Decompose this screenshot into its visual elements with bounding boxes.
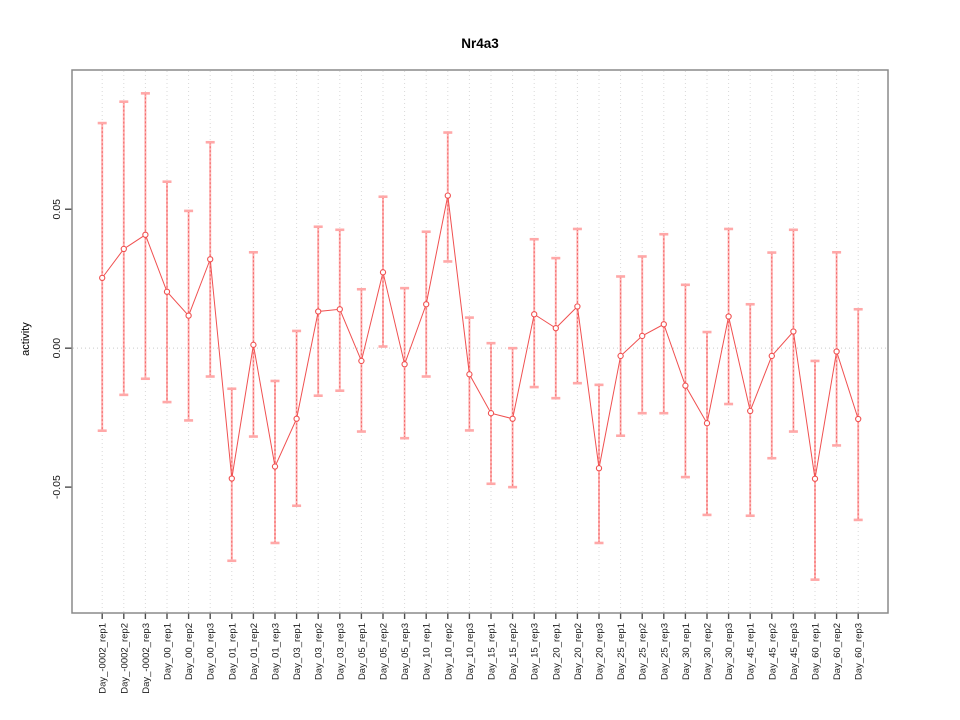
x-tick-label: Day_30_rep3 [724,623,735,680]
x-tick-label: Day_45_rep1 [746,623,757,680]
data-point [379,269,387,276]
x-tick-label: Day_20_rep3 [595,623,606,680]
x-tick-label: Day_00_rep1 [163,623,174,680]
data-point [293,415,300,422]
data-point [768,352,775,360]
x-tick-label: Day_01_rep3 [271,623,282,680]
plot-border [71,69,889,614]
x-tick-label: Day_20_rep1 [551,623,562,680]
x-tick-label: Day_10_rep2 [443,623,454,680]
data-point [228,475,235,482]
chart-title: Nr4a3 [461,36,499,51]
x-tick-label: Day_60_rep3 [854,623,865,680]
x-tick-label: Day_25_rep2 [638,623,649,680]
data-point [855,415,862,423]
x-tick-label: Day_10_rep1 [422,623,433,680]
data-point [142,231,149,238]
x-tick-label: Day_30_rep1 [681,623,692,680]
data-point [703,420,711,427]
x-tick-label: Day_10_rep3 [465,623,476,680]
x-tick-label: Day_25_rep1 [616,623,627,680]
data-point [617,352,624,360]
data-point [358,357,365,365]
data-point [747,407,754,415]
x-tick-label: Day_05_rep3 [400,623,411,680]
x-tick-label: Day_-0002_rep1 [98,623,109,694]
data-point [163,288,171,295]
data-point [444,192,451,199]
x-tick-label: Day_20_rep2 [573,623,584,680]
x-tick-label: Day_45_rep2 [767,623,778,680]
data-point [466,371,473,378]
y-tick-label: -0.05 [51,475,63,499]
x-tick-label: Day_15_rep3 [530,623,541,680]
x-tick-label: Day_15_rep1 [487,623,498,680]
x-tick-label: Day_00_rep3 [206,623,217,680]
data-point [99,274,106,282]
x-tick-label: Day_15_rep2 [508,623,519,680]
data-point [639,332,646,340]
data-point [120,245,127,253]
x-tick-label: Day_-0002_rep3 [141,623,152,694]
data-point [725,313,732,320]
x-tick-label: Day_01_rep2 [249,623,260,680]
data-point [790,328,797,335]
x-tick-label: Day_60_rep1 [811,623,822,680]
series-line [101,195,859,479]
x-tick-label: Day_01_rep1 [227,623,238,680]
x-tick-label: Day_03_rep2 [314,623,325,680]
x-tick-label: Day_03_rep3 [335,623,346,680]
data-point [487,410,495,417]
data-point [811,475,819,482]
data-point [271,463,279,470]
x-tick-label: Day_30_rep2 [703,623,714,680]
data-point [660,321,667,328]
data-point [833,348,840,355]
x-tick-label: Day_05_rep1 [357,623,368,680]
x-tick-label: Day_25_rep3 [659,623,670,680]
data-point [401,361,408,368]
y-tick-label: 0.05 [51,199,63,220]
x-tick-label: Day_60_rep2 [832,623,843,680]
data-point [336,306,343,313]
data-point [250,341,257,348]
data-point [574,303,581,310]
data-point [509,415,516,422]
data-point [207,256,214,263]
x-tick-label: Day_00_rep2 [184,623,195,680]
x-tick-label: Day_-0002_rep2 [119,623,130,694]
x-tick-label: Day_05_rep2 [379,623,390,680]
data-point [595,465,603,472]
data-point [185,312,192,319]
x-tick-label: Day_45_rep3 [789,623,800,680]
y-tick-label: 0.00 [51,338,63,359]
data-point [423,301,430,308]
data-point [552,325,559,332]
data-point [315,308,322,315]
data-point [682,382,689,389]
x-tick-label: Day_03_rep1 [292,623,303,680]
data-point [531,311,538,318]
